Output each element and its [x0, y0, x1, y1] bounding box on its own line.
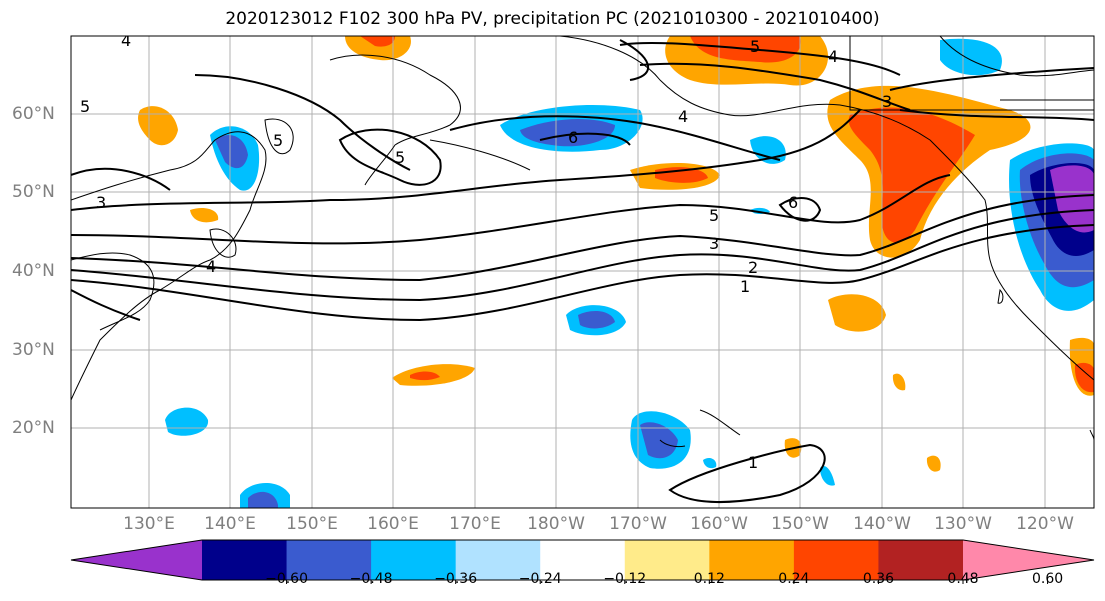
colorbar-cell — [793, 540, 879, 580]
colorbar-cell — [455, 540, 541, 580]
contour-label: 5 — [750, 37, 760, 56]
map-frame — [70, 35, 1095, 509]
contour-label: 6 — [568, 128, 578, 147]
lon-label: 130°E — [123, 514, 175, 534]
colorbar-cell — [624, 540, 710, 580]
colorbar-tick-label: 0.24 — [778, 571, 810, 587]
colorbar-outline — [70, 539, 1095, 581]
colorbar-max-extension — [963, 540, 1094, 580]
contour-label: 4 — [828, 47, 838, 66]
contour-label: 4 — [206, 257, 216, 276]
contour-label: 6 — [788, 193, 798, 212]
contour-label: 3 — [882, 92, 892, 111]
colorbar-tick-label: −0.36 — [434, 571, 478, 587]
lat-label: 20°N — [12, 418, 55, 438]
colorbar-cell — [540, 540, 626, 580]
contour-label: 3 — [96, 193, 106, 212]
precip-shading — [138, 36, 1094, 508]
lat-label: 50°N — [12, 182, 55, 202]
colorbar-cell — [202, 540, 288, 580]
contour-label: 4 — [121, 31, 131, 50]
contour-label: 3 — [709, 234, 719, 253]
lon-label: 160°W — [690, 514, 748, 534]
colorbar-tick-label: 0.60 — [1031, 571, 1064, 587]
lon-label: 180°W — [527, 514, 585, 534]
pv-contours — [71, 39, 1094, 503]
lon-label: 170°E — [449, 514, 501, 534]
lon-label: 150°W — [771, 514, 829, 534]
contour-label: 4 — [678, 107, 688, 126]
contour-label: 5 — [80, 97, 90, 116]
lon-label: 150°E — [286, 514, 338, 534]
colorbar-min-extension — [71, 540, 202, 580]
lon-label: 170°W — [609, 514, 667, 534]
lat-label: 40°N — [12, 261, 55, 281]
colorbar-cell — [878, 540, 964, 580]
colorbar-tick-label: −0.60 — [265, 571, 308, 587]
lon-label: 130°W — [934, 514, 992, 534]
contour-label: 5 — [395, 148, 405, 167]
colorbar-tick-label: 0.48 — [947, 571, 979, 587]
colorbar-tick-label: −0.48 — [349, 571, 393, 587]
lon-label: 140°E — [204, 514, 256, 534]
contour-label: 5 — [709, 206, 719, 225]
lon-label: 120°W — [1016, 514, 1074, 534]
contour-label: 1 — [748, 453, 758, 472]
graticule — [71, 36, 1094, 508]
lon-label: 140°W — [853, 514, 911, 534]
contour-label: 2 — [748, 258, 758, 277]
lon-label: 160°E — [367, 514, 419, 534]
colorbar-cell — [286, 540, 372, 580]
colorbar-tick-label: 0.12 — [693, 571, 725, 587]
contour-label: 1 — [740, 277, 750, 296]
lat-label: 30°N — [12, 340, 55, 360]
colorbar-cell — [371, 540, 457, 580]
colorbar-cell — [709, 540, 795, 580]
lat-label: 60°N — [12, 104, 55, 124]
colorbar-tick-label: 0.36 — [862, 571, 895, 587]
colorbar-tick-label: −0.24 — [518, 571, 562, 587]
map-title: 2020123012 F102 300 hPa PV, precipitatio… — [225, 9, 880, 29]
contour-label: 5 — [273, 131, 283, 150]
colorbar-tick-label: −0.12 — [603, 571, 647, 587]
contour-labels: 4 5 4 3 4 5 6 6 5 3 2 1 4 3 5 5 1 — [80, 31, 892, 472]
